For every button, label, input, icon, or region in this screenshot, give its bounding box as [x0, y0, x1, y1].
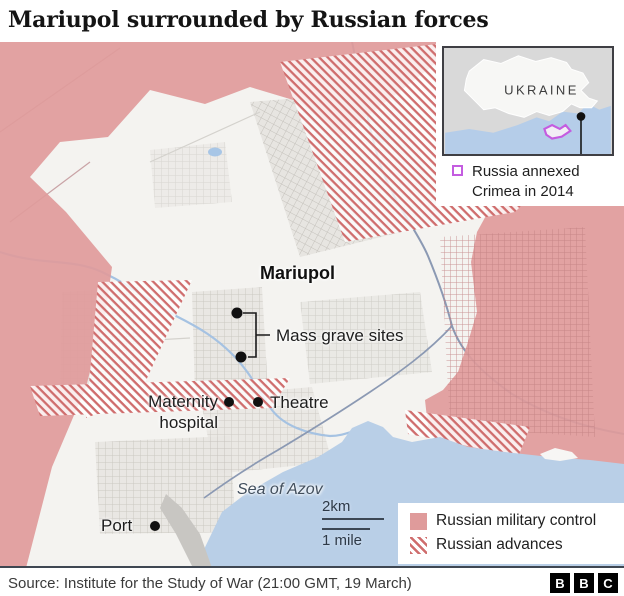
scale-bar: 2km 1 mile: [322, 498, 388, 549]
ukraine-inset-map: UKRAINE: [442, 46, 614, 156]
map-markers: [150, 307, 270, 531]
crimea-swatch: [452, 165, 463, 176]
solid-red-swatch: [410, 512, 427, 530]
scale-mile-label: 1 mile: [322, 532, 363, 549]
header: Mariupol surrounded by Russian forces: [0, 0, 624, 42]
footer: Source: Institute for the Study of War (…: [0, 568, 624, 596]
hatched-swatch: [410, 536, 427, 554]
blocks-under-red: [440, 227, 595, 437]
port-spit: [160, 494, 212, 566]
ukraine-inset-panel: UKRAINE Russia annexed Crimea in 2014: [436, 42, 624, 206]
mass-grave-dot-1: [231, 307, 243, 319]
ukraine-country-label: UKRAINE: [504, 82, 579, 97]
bbc-logo-b1: B: [550, 573, 570, 593]
maternity-hospital-dot: [224, 397, 234, 407]
theatre-label: Theatre: [270, 393, 329, 412]
sea-label: Sea of Azov: [237, 481, 323, 498]
bbc-logo-c: C: [598, 573, 618, 593]
legend-label-advances: Russian advances: [436, 536, 563, 553]
inset-legend-label: Russia annexed Crimea in 2014: [472, 163, 580, 200]
scale-mile-line: [322, 528, 370, 530]
crimea-outline: [543, 123, 572, 140]
mariupol-map: Mariupol Mass grave sites Maternity hosp…: [0, 42, 624, 568]
ukraine-shape: [463, 55, 599, 118]
port-label: Port: [101, 516, 133, 535]
port-dot: [150, 521, 160, 531]
source-text: Source: Institute for the Study of War (…: [8, 574, 412, 592]
map-legend: Russian military control Russian advance…: [398, 503, 624, 564]
theatre-dot: [253, 397, 263, 407]
mass-grave-dot-2: [235, 351, 247, 363]
page-title: Mariupol surrounded by Russian forces: [8, 7, 489, 33]
bbc-logo: B B C: [550, 573, 618, 593]
legend-item-advances: Russian advances: [410, 536, 624, 554]
bbc-logo-b2: B: [574, 573, 594, 593]
coastal-islet: [540, 448, 578, 461]
legend-item-control: Russian military control: [410, 512, 624, 530]
legend-label-control: Russian military control: [436, 512, 597, 529]
mass-grave-bracket: [243, 312, 270, 358]
scale-km-line: [322, 518, 384, 520]
scale-km-label: 2km: [322, 498, 351, 515]
city-label: Mariupol: [260, 263, 335, 283]
black-sea: [445, 103, 611, 154]
mass-grave-label: Mass grave sites: [276, 326, 404, 345]
inset-legend: Russia annexed Crimea in 2014: [452, 162, 624, 202]
maternity-hospital-label: Maternity hospital: [148, 392, 218, 432]
inset-mariupol-dot: [576, 112, 586, 121]
